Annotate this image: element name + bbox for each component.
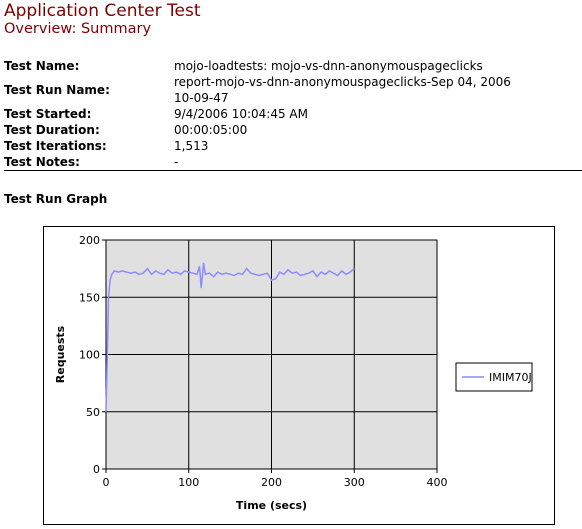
test-name-row: Test Name: mojo-loadtests: mojo-vs-dnn-a… <box>4 58 582 74</box>
series-line-imim70j <box>105 262 355 412</box>
x-tick-label: 0 <box>103 476 110 489</box>
x-tick-label: 100 <box>178 476 199 489</box>
test-duration-value: 00:00:05:00 <box>174 123 248 137</box>
x-tick-label: 300 <box>344 476 365 489</box>
test-run-chart: 0 100 200 300 400 0 50 100 150 200 Time (secs) Re… <box>54 234 533 512</box>
grid-lines <box>106 239 438 469</box>
test-duration-label: Test Duration: <box>4 123 100 137</box>
axes <box>102 239 438 473</box>
legend: IMIM70J <box>455 362 533 392</box>
test-run-name-row: Test Run Name: report-mojo-vs-dnn-anonym… <box>4 74 582 106</box>
test-run-name-line-2: 10-09-47 <box>174 91 229 105</box>
x-tick-label: 200 <box>261 476 282 489</box>
y-tick-label: 0 <box>93 463 100 476</box>
chart-frame: 0 100 200 300 400 0 50 100 150 200 Time (secs) Re… <box>43 226 555 525</box>
test-info-table: Test Name: mojo-loadtests: mojo-vs-dnn-a… <box>4 58 582 170</box>
legend-entry-imim70j: IMIM70J <box>489 371 532 384</box>
test-notes-row: Test Notes: - <box>4 154 582 170</box>
test-run-name-value: report-mojo-vs-dnn-anonymouspageclicks-S… <box>174 74 582 106</box>
y-tick-label: 50 <box>86 406 100 419</box>
section-divider <box>4 170 582 171</box>
test-started-value: 9/4/2006 10:04:45 AM <box>174 107 308 121</box>
x-axis-label: Time (secs) <box>236 499 307 512</box>
y-tick-label: 100 <box>79 349 100 362</box>
y-tick-label: 150 <box>79 291 100 304</box>
x-tick-label: 400 <box>427 476 448 489</box>
test-run-name-line-1: report-mojo-vs-dnn-anonymouspageclicks-S… <box>174 75 511 89</box>
tick-labels: 0 100 200 300 400 0 50 100 150 200 <box>79 234 448 489</box>
app-title: Application Center Test <box>4 1 201 21</box>
test-duration-row: Test Duration: 00:00:05:00 <box>4 122 582 138</box>
test-run-name-label: Test Run Name: <box>4 83 110 97</box>
test-name-value: mojo-loadtests: mojo-vs-dnn-anonymouspag… <box>174 59 483 73</box>
test-started-label: Test Started: <box>4 107 92 121</box>
test-started-row: Test Started: 9/4/2006 10:04:45 AM <box>4 106 582 122</box>
test-notes-value: - <box>174 155 179 169</box>
page-subtitle: Overview: Summary <box>4 21 152 37</box>
test-notes-label: Test Notes: <box>4 155 80 169</box>
y-tick-label: 200 <box>79 234 100 247</box>
test-name-label: Test Name: <box>4 59 80 73</box>
y-axis-label: Requests <box>54 325 67 383</box>
test-iterations-value: 1,513 <box>174 139 209 153</box>
graph-heading: Test Run Graph <box>4 192 108 206</box>
test-iterations-label: Test Iterations: <box>4 139 107 153</box>
test-iterations-row: Test Iterations: 1,513 <box>4 138 582 154</box>
